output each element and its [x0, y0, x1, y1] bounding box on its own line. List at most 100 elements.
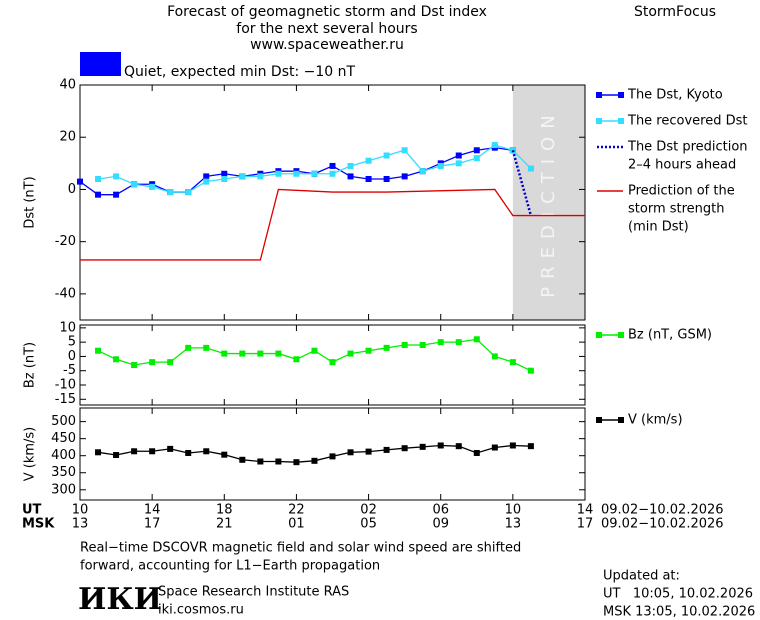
legend-label: The recovered Dst: [627, 114, 747, 129]
y-tick-label: 500: [51, 414, 76, 429]
legend-marker: [618, 92, 624, 98]
data-point: [221, 350, 228, 357]
data-point: [365, 157, 372, 164]
data-point: [401, 173, 408, 180]
institute: Space Research Institute RAS: [158, 585, 349, 600]
legend-label: (min Dst): [628, 220, 689, 235]
y-tick-label: -5: [63, 363, 76, 378]
data-point: [77, 178, 83, 185]
data-point: [347, 173, 354, 180]
x-tick-label: 17: [577, 517, 594, 532]
data-point: [383, 152, 390, 159]
x-tick-label: 01: [288, 517, 305, 532]
data-point: [149, 183, 156, 190]
data-point: [509, 359, 516, 366]
x-tick-label: 13: [505, 517, 522, 532]
data-point: [185, 189, 192, 196]
data-point: [95, 449, 102, 456]
data-point: [95, 176, 102, 182]
data-point: [203, 173, 210, 180]
legend-label: Prediction of the: [628, 184, 735, 199]
title: Forecast of geomagnetic storm and Dst in…: [167, 4, 487, 20]
y-axis-title: V (km/s): [23, 427, 38, 482]
x-tick-label: 09: [432, 517, 449, 532]
legend-label: The Dst prediction: [627, 140, 748, 155]
data-point: [149, 448, 156, 455]
x-row-label: MSK: [22, 517, 55, 532]
legend-label: Bz (nT, GSM): [628, 328, 712, 343]
updated-time: MSK 13:05, 10.02.2026: [603, 605, 755, 620]
note: forward, accounting for L1−Earth propaga…: [80, 559, 380, 574]
data-point: [113, 173, 120, 180]
data-point: [347, 162, 354, 169]
data-point: [131, 448, 138, 455]
data-point: [329, 453, 336, 460]
data-point: [455, 152, 462, 159]
y-tick-label: -15: [55, 392, 76, 407]
data-point: [185, 449, 192, 456]
date-label: 09.02−10.02.2026: [601, 503, 724, 518]
plot-frame: [79, 407, 586, 501]
data-point: [293, 459, 300, 466]
y-tick-label: 5: [68, 335, 76, 350]
data-point: [473, 147, 480, 154]
data-point: [95, 347, 102, 354]
y-tick-label: 300: [51, 482, 76, 497]
data-point: [491, 444, 498, 451]
data-point: [437, 162, 444, 169]
data-point: [185, 344, 192, 351]
prediction-band: [512, 85, 585, 320]
data-point: [203, 344, 210, 351]
legend-marker: [596, 92, 602, 98]
data-point: [455, 443, 462, 450]
data-point: [473, 336, 480, 343]
updated-time: UT 10:05, 10.02.2026: [603, 587, 753, 602]
y-tick-label: 350: [51, 465, 76, 480]
data-point: [113, 356, 120, 363]
prediction-label: PREDICTION: [538, 107, 559, 297]
data-point: [311, 457, 318, 464]
data-point: [275, 458, 282, 465]
data-point: [239, 350, 246, 357]
y-tick-label: 400: [51, 448, 76, 463]
data-point: [167, 189, 174, 196]
data-point: [401, 342, 408, 348]
y-tick-label: -40: [55, 286, 76, 301]
data-point: [527, 443, 534, 450]
data-point: [95, 191, 102, 198]
data-point: [131, 362, 138, 368]
data-point: [329, 162, 336, 169]
data-point: [437, 442, 444, 449]
data-point: [329, 170, 336, 177]
x-tick-label: 05: [360, 517, 377, 532]
x-tick-label: 02: [360, 503, 377, 518]
status-indicator: [80, 52, 121, 76]
x-tick-label: 06: [432, 503, 449, 518]
data-point: [383, 176, 390, 182]
data-point: [167, 359, 174, 366]
legend-label: The Dst, Kyoto: [627, 88, 723, 103]
legend-label: 2–4 hours ahead: [628, 158, 736, 173]
data-point: [293, 170, 300, 177]
data-point: [419, 342, 426, 348]
brand: StormFocus: [634, 4, 716, 20]
data-point: [419, 168, 426, 175]
data-point: [257, 173, 264, 180]
data-point: [203, 448, 210, 455]
date-label: 09.02−10.02.2026: [601, 517, 724, 532]
data-point: [401, 445, 408, 452]
legend-marker: [618, 417, 624, 423]
data-point: [329, 359, 336, 366]
x-tick-label: 18: [216, 503, 233, 518]
legend-label: storm strength: [628, 202, 725, 217]
data-point: [113, 452, 120, 459]
data-point: [275, 350, 282, 357]
data-point: [311, 347, 318, 354]
data-point: [257, 458, 264, 465]
data-point: [203, 178, 210, 185]
data-point: [455, 160, 462, 167]
data-point: [509, 442, 516, 449]
data-point: [347, 449, 354, 456]
logo: ИКИ: [78, 582, 162, 617]
